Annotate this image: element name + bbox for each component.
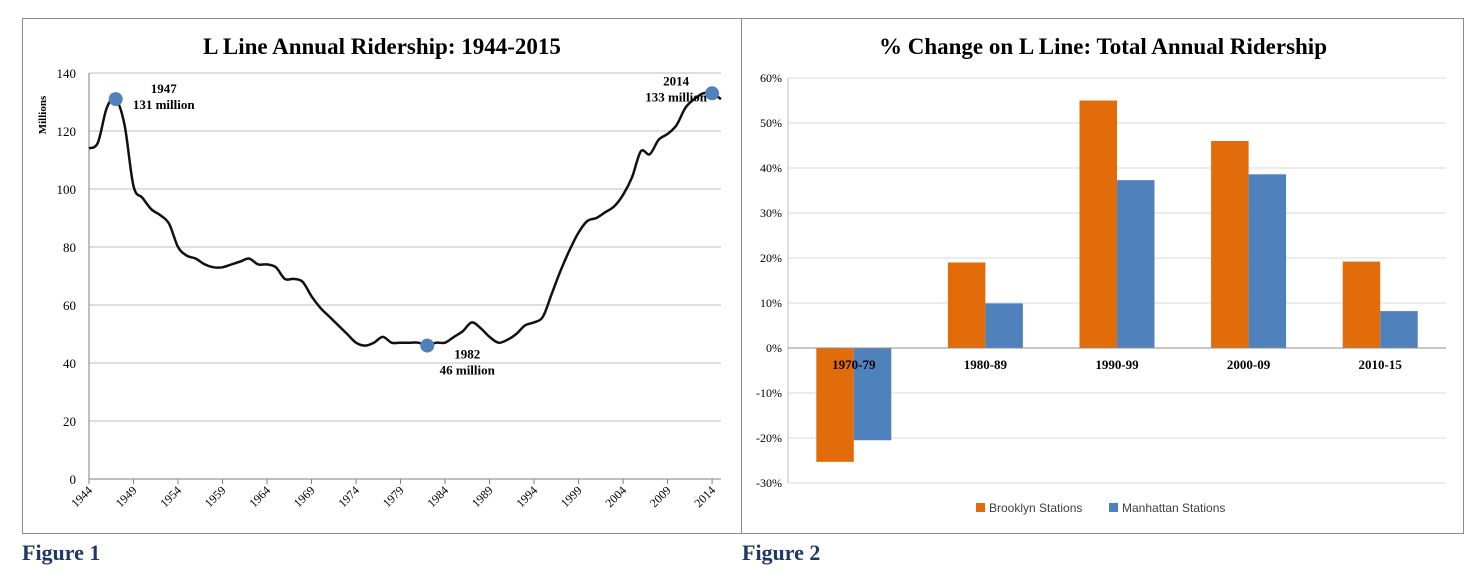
manhattan-bar: [985, 303, 1023, 348]
chart-title: L Line Annual Ridership: 1944-2015: [203, 34, 561, 59]
y-tick-label: 60%: [760, 71, 782, 85]
y-tick-label: 40%: [760, 161, 782, 175]
ridership-line-chart-svg: L Line Annual Ridership: 1944-2015 0 20 40 6…: [37, 34, 722, 510]
y-tick-label: -30%: [756, 476, 782, 490]
ridership-line: [88, 91, 722, 347]
x-tick-label: 1959: [202, 483, 229, 510]
annotation-value: 46 million: [440, 363, 496, 378]
y-axis-title: Millions: [37, 95, 49, 134]
highlight-point: [108, 92, 123, 107]
manhattan-bar: [853, 348, 892, 441]
y-tick-label: 100: [57, 182, 77, 197]
y-tick-label: 140: [57, 66, 77, 81]
brooklyn-bar: [1079, 100, 1117, 348]
annotation-value: 131 million: [133, 97, 196, 112]
y-tick-label: 10%: [760, 296, 782, 310]
category-label: 1980-89: [964, 357, 1008, 372]
chart-title: % Change on L Line: Total Annual Ridersh…: [879, 34, 1327, 59]
x-tick-label: 1984: [424, 483, 451, 510]
x-tick-label: 2009: [647, 483, 674, 510]
y-tick-label: 120: [57, 124, 77, 139]
x-tick-label: 1944: [68, 483, 95, 510]
brooklyn-bar: [1211, 141, 1249, 348]
percent-change-bar-chart-svg: % Change on L Line: Total Annual Ridersh…: [756, 34, 1446, 515]
x-tick-label: 1974: [335, 483, 362, 510]
category-label: 1970-79: [832, 357, 876, 372]
manhattan-bar: [1117, 180, 1155, 348]
x-tick-label: 1979: [380, 483, 407, 510]
brooklyn-bar: [947, 262, 986, 348]
x-tick-label: 1964: [246, 483, 273, 510]
annotation-year: 1947: [151, 81, 178, 96]
x-tick-label: 1989: [469, 483, 496, 510]
highlight-point: [705, 86, 720, 101]
y-tick-label: -10%: [756, 386, 782, 400]
y-tick-label: 50%: [760, 116, 782, 130]
annotation-value: 133 million: [645, 89, 708, 104]
legend-swatch-brooklyn: [976, 503, 985, 512]
brooklyn-bar: [1342, 261, 1381, 348]
y-tick-label: 20%: [760, 251, 782, 265]
category-label: 2010-15: [1359, 357, 1403, 372]
annotation-year: 1982: [454, 347, 480, 362]
figure-1-caption: Figure 1: [22, 540, 101, 565]
y-tick-label: 60: [63, 298, 76, 313]
y-tick-label: 30%: [760, 206, 782, 220]
percent-change-bar-chart: % Change on L Line: Total Annual Ridersh…: [741, 18, 1464, 534]
manhattan-bar: [1248, 174, 1287, 348]
legend-label: Manhattan Stations: [1122, 501, 1225, 515]
highlight-point: [420, 338, 435, 353]
x-tick-label: 1969: [291, 483, 318, 510]
x-tick-label: 1949: [113, 483, 140, 510]
y-tick-label: 20: [63, 414, 76, 429]
category-label: 2000-09: [1227, 357, 1271, 372]
figure-2-caption: Figure 2: [742, 540, 821, 565]
y-tick-label: 40: [63, 356, 76, 371]
brooklyn-bar: [816, 348, 854, 462]
y-tick-label: -20%: [756, 431, 782, 445]
annotation-year: 2014: [663, 73, 690, 88]
y-tick-label: 0%: [766, 341, 782, 355]
x-tick-label: 2004: [602, 483, 629, 510]
x-tick-label: 2014: [691, 483, 718, 510]
category-label: 1990-99: [1095, 357, 1139, 372]
x-tick-label: 1994: [513, 483, 540, 510]
legend-label: Brooklyn Stations: [989, 501, 1082, 515]
x-tick-label: 1999: [558, 483, 585, 510]
manhattan-bar: [1380, 311, 1418, 348]
y-tick-label: 0: [70, 472, 77, 487]
y-tick-label: 80: [63, 240, 76, 255]
ridership-line-chart: L Line Annual Ridership: 1944-2015 0 20 40 6…: [22, 18, 742, 534]
legend-swatch-manhattan: [1109, 503, 1118, 512]
x-tick-label: 1954: [157, 483, 184, 510]
